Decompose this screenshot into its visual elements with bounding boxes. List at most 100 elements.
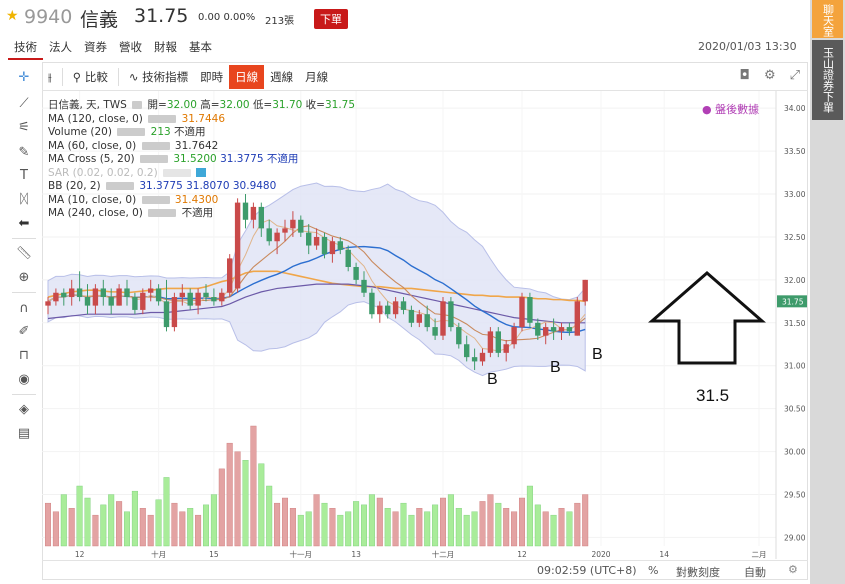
legend-controls[interactable] xyxy=(163,168,192,177)
candle-body xyxy=(250,206,257,220)
back-arrow-icon[interactable]: ⬅ xyxy=(18,216,30,231)
visibility-icon[interactable] xyxy=(196,168,207,177)
legend-high: 32.00 xyxy=(219,99,250,111)
volume-bar xyxy=(123,511,130,547)
stock-code: 9940 xyxy=(24,6,73,28)
candle-body xyxy=(448,301,454,328)
candle-body xyxy=(140,292,146,310)
legend-controls[interactable] xyxy=(106,182,134,190)
brush-icon[interactable]: ✎ xyxy=(18,145,30,160)
interval-weekly[interactable]: 週線 xyxy=(270,69,294,84)
trash-icon[interactable]: ▤ xyxy=(17,426,31,441)
tab-revenue[interactable]: 營收 xyxy=(119,40,142,54)
legend-controls[interactable] xyxy=(148,114,177,123)
volume-bar xyxy=(582,494,589,547)
indicators-label: 技術指標 xyxy=(142,69,189,84)
legend-controls[interactable] xyxy=(139,155,168,163)
auto-scale-button[interactable]: 自動 xyxy=(744,566,766,579)
candle-body xyxy=(527,297,533,323)
ruler-icon[interactable]: 📏︎ xyxy=(15,246,33,261)
trend-line-icon[interactable]: ⟋ xyxy=(19,96,29,111)
eye-icon[interactable]: ◉ xyxy=(18,372,30,387)
volume-bar xyxy=(463,514,470,547)
volume-bar xyxy=(471,511,478,547)
broker-order-button[interactable]: 玉山證券下單 xyxy=(812,40,843,120)
candle-body xyxy=(321,236,328,255)
legend-controls[interactable] xyxy=(132,101,143,109)
volume-bar xyxy=(329,508,336,547)
tab-technical[interactable]: 技術 xyxy=(8,38,43,60)
legend-controls[interactable] xyxy=(141,141,170,150)
candle-body xyxy=(479,352,486,362)
legend-volume-value: 213 xyxy=(150,126,171,138)
scale-settings-icon[interactable]: ⚙ xyxy=(788,563,798,576)
interval-daily[interactable]: 日線 xyxy=(229,64,265,89)
legend-bb-v3: 30.9480 xyxy=(232,180,277,192)
volume-bar xyxy=(432,504,439,547)
annotation-arrow-value: 31.5 xyxy=(696,386,729,405)
compare-button[interactable]: ⚲ 比較 xyxy=(67,65,114,89)
volume-bar xyxy=(542,511,549,547)
candle-body xyxy=(124,288,130,298)
fullscreen-icon[interactable]: ⤢ xyxy=(789,68,800,83)
magnet-icon[interactable]: ∩ xyxy=(19,301,29,316)
interval-monthly[interactable]: 月線 xyxy=(305,69,329,84)
volume-bar xyxy=(226,442,233,547)
candle-body xyxy=(464,344,470,358)
candle-body xyxy=(487,331,494,353)
compare-label: 比較 xyxy=(84,69,108,84)
candle-body xyxy=(392,301,399,315)
text-icon[interactable]: T xyxy=(20,168,28,183)
interval-intraday[interactable]: 即時 xyxy=(200,69,224,84)
layers-icon[interactable]: ◈ xyxy=(19,402,29,417)
candle-body xyxy=(45,301,51,306)
candle-body xyxy=(566,327,573,332)
candle-body xyxy=(385,305,391,315)
legend-controls[interactable] xyxy=(148,209,177,217)
percent-scale-button[interactable]: % xyxy=(648,564,659,577)
legend-low-label: 低= xyxy=(252,99,273,111)
legend-ma60-value: 31.7642 xyxy=(174,139,219,152)
volume-bar xyxy=(131,490,138,547)
legend-volume-na: 不適用 xyxy=(174,126,206,138)
legend-ma120: MA (120, close, 0) 31.7446 xyxy=(48,113,355,127)
log-scale-button[interactable]: 對數刻度 xyxy=(676,566,720,579)
legend-controls[interactable] xyxy=(117,128,146,136)
volume-bar xyxy=(376,497,383,547)
after-hours-text: 盤後數據 xyxy=(715,103,760,116)
crosshair-icon[interactable]: ✛ xyxy=(18,70,30,85)
tab-basic[interactable]: 基本 xyxy=(189,40,212,54)
chat-room-button[interactable]: 聊天室 xyxy=(812,0,843,38)
candle-body xyxy=(416,314,422,323)
symbol-settings-icon[interactable]: ⫲ xyxy=(48,69,52,84)
candle-body xyxy=(503,344,509,353)
lock-icon[interactable]: ⊓ xyxy=(18,348,30,363)
candle-body xyxy=(211,297,217,302)
legend-close-label: 收= xyxy=(305,99,325,111)
zoom-in-icon[interactable]: ⊕ xyxy=(18,270,30,285)
tab-institutional[interactable]: 法人 xyxy=(49,40,72,54)
lock-draw-icon[interactable]: ✐ xyxy=(18,324,30,339)
pattern-icon[interactable]: ᛞ xyxy=(20,192,28,207)
candle-body xyxy=(234,202,241,289)
fib-icon[interactable]: ⚟ xyxy=(18,120,30,135)
volume-bar xyxy=(361,504,368,547)
candle-body xyxy=(456,327,462,345)
candle-body xyxy=(227,258,233,293)
volume-bar xyxy=(416,508,423,547)
candle-body xyxy=(171,297,178,328)
section-tabs: 技術 法人 資券 營收 財報 基本 xyxy=(8,38,218,60)
order-button[interactable]: 下單 xyxy=(314,9,348,29)
tab-financials[interactable]: 財報 xyxy=(154,40,177,54)
camera-icon[interactable]: ◘ xyxy=(739,68,750,83)
tab-margin[interactable]: 資券 xyxy=(84,40,107,54)
price-chart[interactable]: 34.00 33.50 33.00 32.50 32.00 31.50 31.00 30.50… xyxy=(42,91,808,559)
favorite-star-icon[interactable]: ★ xyxy=(6,8,19,24)
x-tick-label: 十一月 xyxy=(290,549,313,559)
candle-body xyxy=(148,288,154,293)
legend-ma240-name: MA (240, close, 0) xyxy=(48,207,143,219)
legend-controls[interactable] xyxy=(141,195,170,204)
indicators-button[interactable]: ∿ 技術指標 xyxy=(123,65,194,89)
candle-body xyxy=(155,288,162,302)
settings-gear-icon[interactable]: ⚙ xyxy=(763,68,776,83)
